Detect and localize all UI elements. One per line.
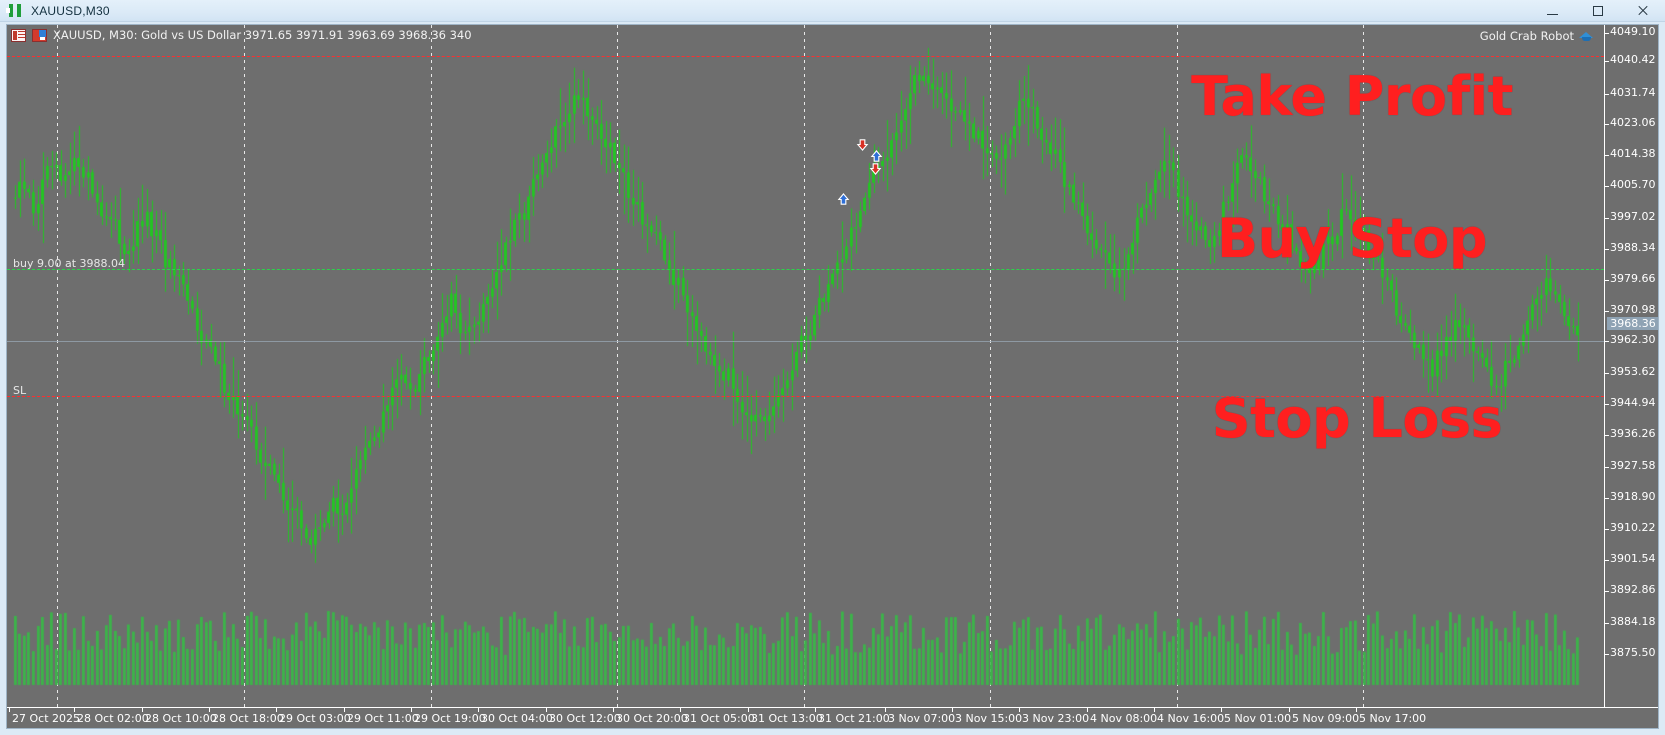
chart-window[interactable]: buy 9.00 at 3988.04 SL XAUUSD, M30: Gold … bbox=[6, 24, 1659, 729]
sell-marker bbox=[869, 163, 882, 175]
time-scale[interactable]: 27 Oct 2025 28 Oct 02:00 28 Oct 10:00 28 Oc… bbox=[7, 707, 1658, 728]
window-title: XAUUSD,M30 bbox=[31, 3, 110, 18]
time-tick bbox=[344, 708, 345, 712]
price-tick-label: 3936.26 bbox=[1610, 427, 1656, 440]
price-tick-label: 3884.18 bbox=[1610, 615, 1656, 628]
time-tick-label: 30 Oct 12:00 bbox=[549, 712, 621, 725]
time-tick-label: 29 Oct 19:00 bbox=[414, 712, 486, 725]
time-tick-label: 31 Oct 05:00 bbox=[683, 712, 755, 725]
time-tick-label: 30 Oct 20:00 bbox=[616, 712, 688, 725]
time-tick bbox=[1356, 708, 1357, 712]
buy-marker bbox=[870, 150, 883, 162]
time-tick bbox=[1154, 708, 1155, 712]
time-tick bbox=[680, 708, 681, 712]
buy-stop-line[interactable]: buy 9.00 at 3988.04 bbox=[7, 257, 1604, 270]
time-tick-label: 30 Oct 04:00 bbox=[481, 712, 553, 725]
time-tick bbox=[411, 708, 412, 712]
price-scale[interactable]: 4049.10 4040.42 4031.74 4023.06 4014.38 4005.… bbox=[1604, 25, 1658, 728]
time-tick-label: 3 Nov 07:00 bbox=[888, 712, 956, 725]
time-tick bbox=[815, 708, 816, 712]
price-tick-label: 4014.38 bbox=[1610, 147, 1656, 160]
bid-price-box: 3968.36 bbox=[1607, 317, 1658, 330]
annotation-text: Buy Stop bbox=[1216, 207, 1488, 270]
candlestick-icon bbox=[6, 3, 26, 19]
time-tick bbox=[209, 708, 210, 712]
price-tick-label: 3901.54 bbox=[1610, 552, 1656, 565]
time-tick bbox=[1019, 708, 1020, 712]
time-tick-label: 28 Oct 02:00 bbox=[77, 712, 149, 725]
annotation-text: Take Profit bbox=[1191, 65, 1513, 128]
time-tick-label: 3 Nov 15:00 bbox=[955, 712, 1023, 725]
price-tick-label: 3970.98 bbox=[1610, 303, 1656, 316]
time-tick bbox=[546, 708, 547, 712]
price-tick-label: 4023.06 bbox=[1610, 116, 1656, 129]
annotation-text: Stop Loss bbox=[1211, 387, 1503, 450]
time-tick-label: 31 Oct 21:00 bbox=[818, 712, 890, 725]
price-tick-label: 3910.22 bbox=[1610, 521, 1656, 534]
price-tick-label: 3944.94 bbox=[1610, 396, 1656, 409]
sell-marker bbox=[856, 139, 869, 151]
time-tick bbox=[613, 708, 614, 712]
stop-loss-line[interactable]: SL bbox=[7, 384, 1604, 397]
time-tick-label: 29 Oct 03:00 bbox=[279, 712, 351, 725]
time-tick-label: 27 Oct 2025 bbox=[12, 712, 81, 725]
time-tick bbox=[952, 708, 953, 712]
time-tick-label: 29 Oct 11:00 bbox=[347, 712, 419, 725]
time-tick bbox=[142, 708, 143, 712]
time-tick-label: 5 Nov 17:00 bbox=[1359, 712, 1427, 725]
price-tick-label: 3962.30 bbox=[1610, 333, 1656, 346]
buy-marker bbox=[837, 193, 850, 205]
take-profit-line[interactable] bbox=[7, 56, 1604, 57]
time-tick-label: 5 Nov 01:00 bbox=[1224, 712, 1292, 725]
time-tick bbox=[276, 708, 277, 712]
window-titlebar: XAUUSD,M30 bbox=[0, 0, 1665, 22]
price-tick-label: 3918.90 bbox=[1610, 490, 1656, 503]
time-tick bbox=[885, 708, 886, 712]
time-tick-label: 4 Nov 16:00 bbox=[1157, 712, 1225, 725]
chart-plot-area[interactable]: buy 9.00 at 3988.04 SL XAUUSD, M30: Gold … bbox=[7, 25, 1604, 707]
time-tick bbox=[748, 708, 749, 712]
time-tick bbox=[478, 708, 479, 712]
bid-line[interactable] bbox=[7, 341, 1604, 342]
time-tick-label: 4 Nov 08:00 bbox=[1090, 712, 1158, 725]
stop-loss-line-label: SL bbox=[13, 384, 27, 397]
time-tick bbox=[9, 708, 10, 712]
window-buttons bbox=[1530, 0, 1665, 22]
price-tick-label: 3988.34 bbox=[1610, 241, 1656, 254]
time-tick bbox=[74, 708, 75, 712]
price-tick-label: 3953.62 bbox=[1610, 365, 1656, 378]
time-tick bbox=[1087, 708, 1088, 712]
price-tick-label: 3892.86 bbox=[1610, 583, 1656, 596]
time-tick bbox=[1221, 708, 1222, 712]
buy-stop-line-label: buy 9.00 at 3988.04 bbox=[13, 257, 125, 270]
price-tick-label: 3979.66 bbox=[1610, 272, 1656, 285]
price-tick-label: 4040.42 bbox=[1610, 53, 1656, 66]
close-button[interactable] bbox=[1620, 0, 1665, 22]
time-tick-label: 5 Nov 09:00 bbox=[1292, 712, 1360, 725]
time-tick bbox=[1289, 708, 1290, 712]
price-tick-label: 4049.10 bbox=[1610, 25, 1656, 38]
time-tick-label: 31 Oct 13:00 bbox=[751, 712, 823, 725]
price-tick-label: 4005.70 bbox=[1610, 178, 1656, 191]
price-tick-label: 3997.02 bbox=[1610, 210, 1656, 223]
maximize-button[interactable] bbox=[1575, 0, 1620, 22]
minimize-button[interactable] bbox=[1530, 0, 1575, 22]
price-tick-label: 3875.50 bbox=[1610, 646, 1656, 659]
price-tick-label: 4031.74 bbox=[1610, 86, 1656, 99]
candlestick-series bbox=[7, 25, 1604, 707]
time-tick-label: 28 Oct 18:00 bbox=[212, 712, 284, 725]
time-tick-label: 28 Oct 10:00 bbox=[145, 712, 217, 725]
time-tick-label: 3 Nov 23:00 bbox=[1022, 712, 1090, 725]
price-tick-label: 3927.58 bbox=[1610, 459, 1656, 472]
